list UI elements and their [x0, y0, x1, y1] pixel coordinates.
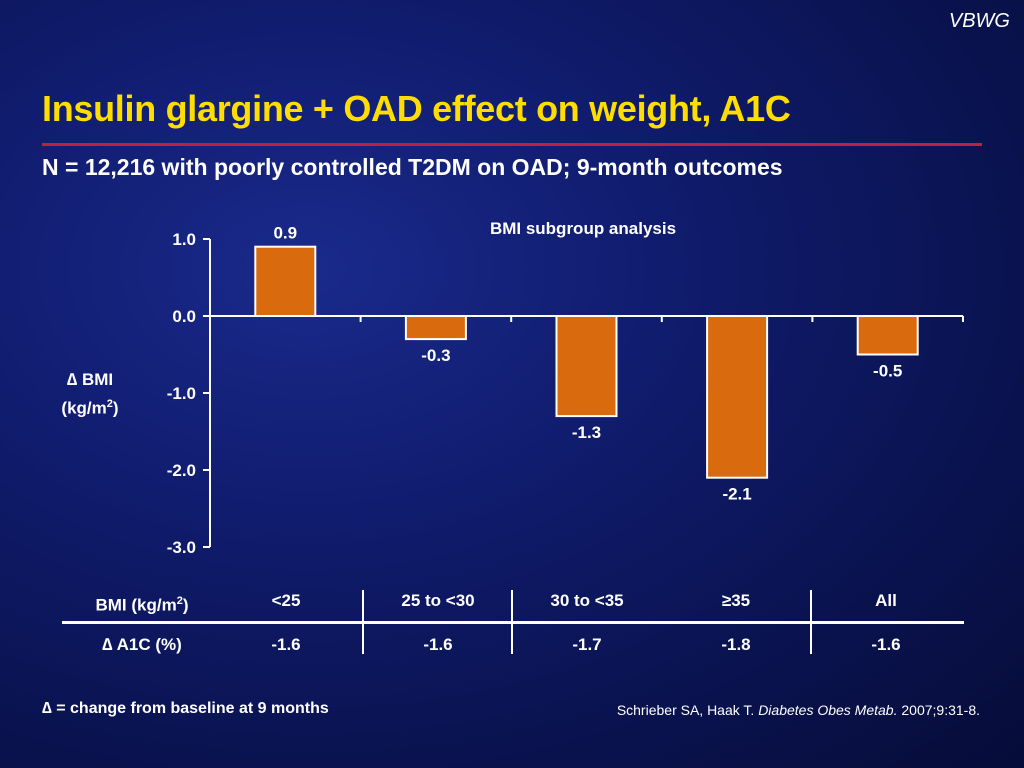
- table-header-bmi: BMI (kg/m2): [95, 595, 189, 615]
- y-tick-label: -2.0: [167, 461, 196, 480]
- table-divider: [62, 621, 964, 624]
- slide-title: Insulin glargine + OAD effect on weight,…: [42, 88, 791, 129]
- bar-value-label: -0.5: [873, 362, 902, 381]
- bar-value-label: -2.1: [722, 485, 751, 504]
- bar: [555, 315, 618, 418]
- table-cell-bmi-2: 25 to <30: [401, 591, 475, 610]
- table-cell-a1c-2: -1.6: [423, 635, 453, 654]
- table-cell-bmi-1: <25: [271, 591, 301, 610]
- bar-value-label: -1.3: [572, 423, 601, 442]
- table-cell-a1c-4: -1.8: [721, 635, 751, 654]
- y-axis-label: ∆ BMI (kg/m2): [40, 368, 140, 421]
- bar-value-label: 0.9: [273, 224, 297, 243]
- y-tick-label: -3.0: [167, 538, 196, 557]
- table-cell-a1c-1: -1.6: [271, 635, 301, 654]
- table-cell-a1c-5: -1.6: [871, 635, 901, 654]
- table-cell-bmi-3: 30 to <35: [550, 591, 624, 610]
- title-divider: [42, 143, 982, 146]
- table-cell-bmi-5: All: [875, 591, 897, 610]
- y-axis-label-line1: ∆ BMI: [66, 370, 114, 389]
- y-tick-label: 1.0: [172, 230, 196, 249]
- bar: [706, 315, 769, 479]
- vbwg-logo: VBWG: [948, 10, 1010, 32]
- table-row-a1c: ∆ A1C (%) -1.6 -1.6 -1.7 -1.8 -1.6: [0, 630, 1024, 660]
- table-row-bmi: BMI (kg/m2) <25 25 to <30 30 to <35 ≥35 …: [0, 586, 1024, 616]
- citation-journal: Diabetes Obes Metab.: [758, 702, 898, 718]
- table-cell-a1c-3: -1.7: [572, 635, 602, 654]
- column-divider-2: [511, 590, 513, 654]
- table-header-a1c: ∆ A1C (%): [102, 635, 182, 654]
- bar: [856, 315, 919, 356]
- citation-details: 2007;9:31-8.: [897, 702, 980, 718]
- footnote: ∆ = change from baseline at 9 months: [42, 700, 329, 717]
- slide-subtitle: N = 12,216 with poorly controlled T2DM o…: [42, 154, 783, 180]
- chart-title: BMI subgroup analysis: [490, 219, 676, 238]
- citation-authors: Schrieber SA, Haak T.: [616, 702, 759, 718]
- y-axis-label-line2: (kg/m2): [61, 398, 119, 418]
- bar-value-label: -0.3: [421, 346, 450, 365]
- bar: [254, 245, 317, 317]
- y-tick-label: -1.0: [167, 384, 196, 403]
- table-cell-bmi-4: ≥35: [721, 591, 751, 610]
- column-divider-3: [810, 590, 812, 654]
- column-divider-1: [362, 590, 364, 654]
- citation: Schrieber SA, Haak T. Diabetes Obes Meta…: [617, 702, 980, 718]
- y-tick-label: 0.0: [172, 307, 196, 326]
- bar: [404, 315, 467, 341]
